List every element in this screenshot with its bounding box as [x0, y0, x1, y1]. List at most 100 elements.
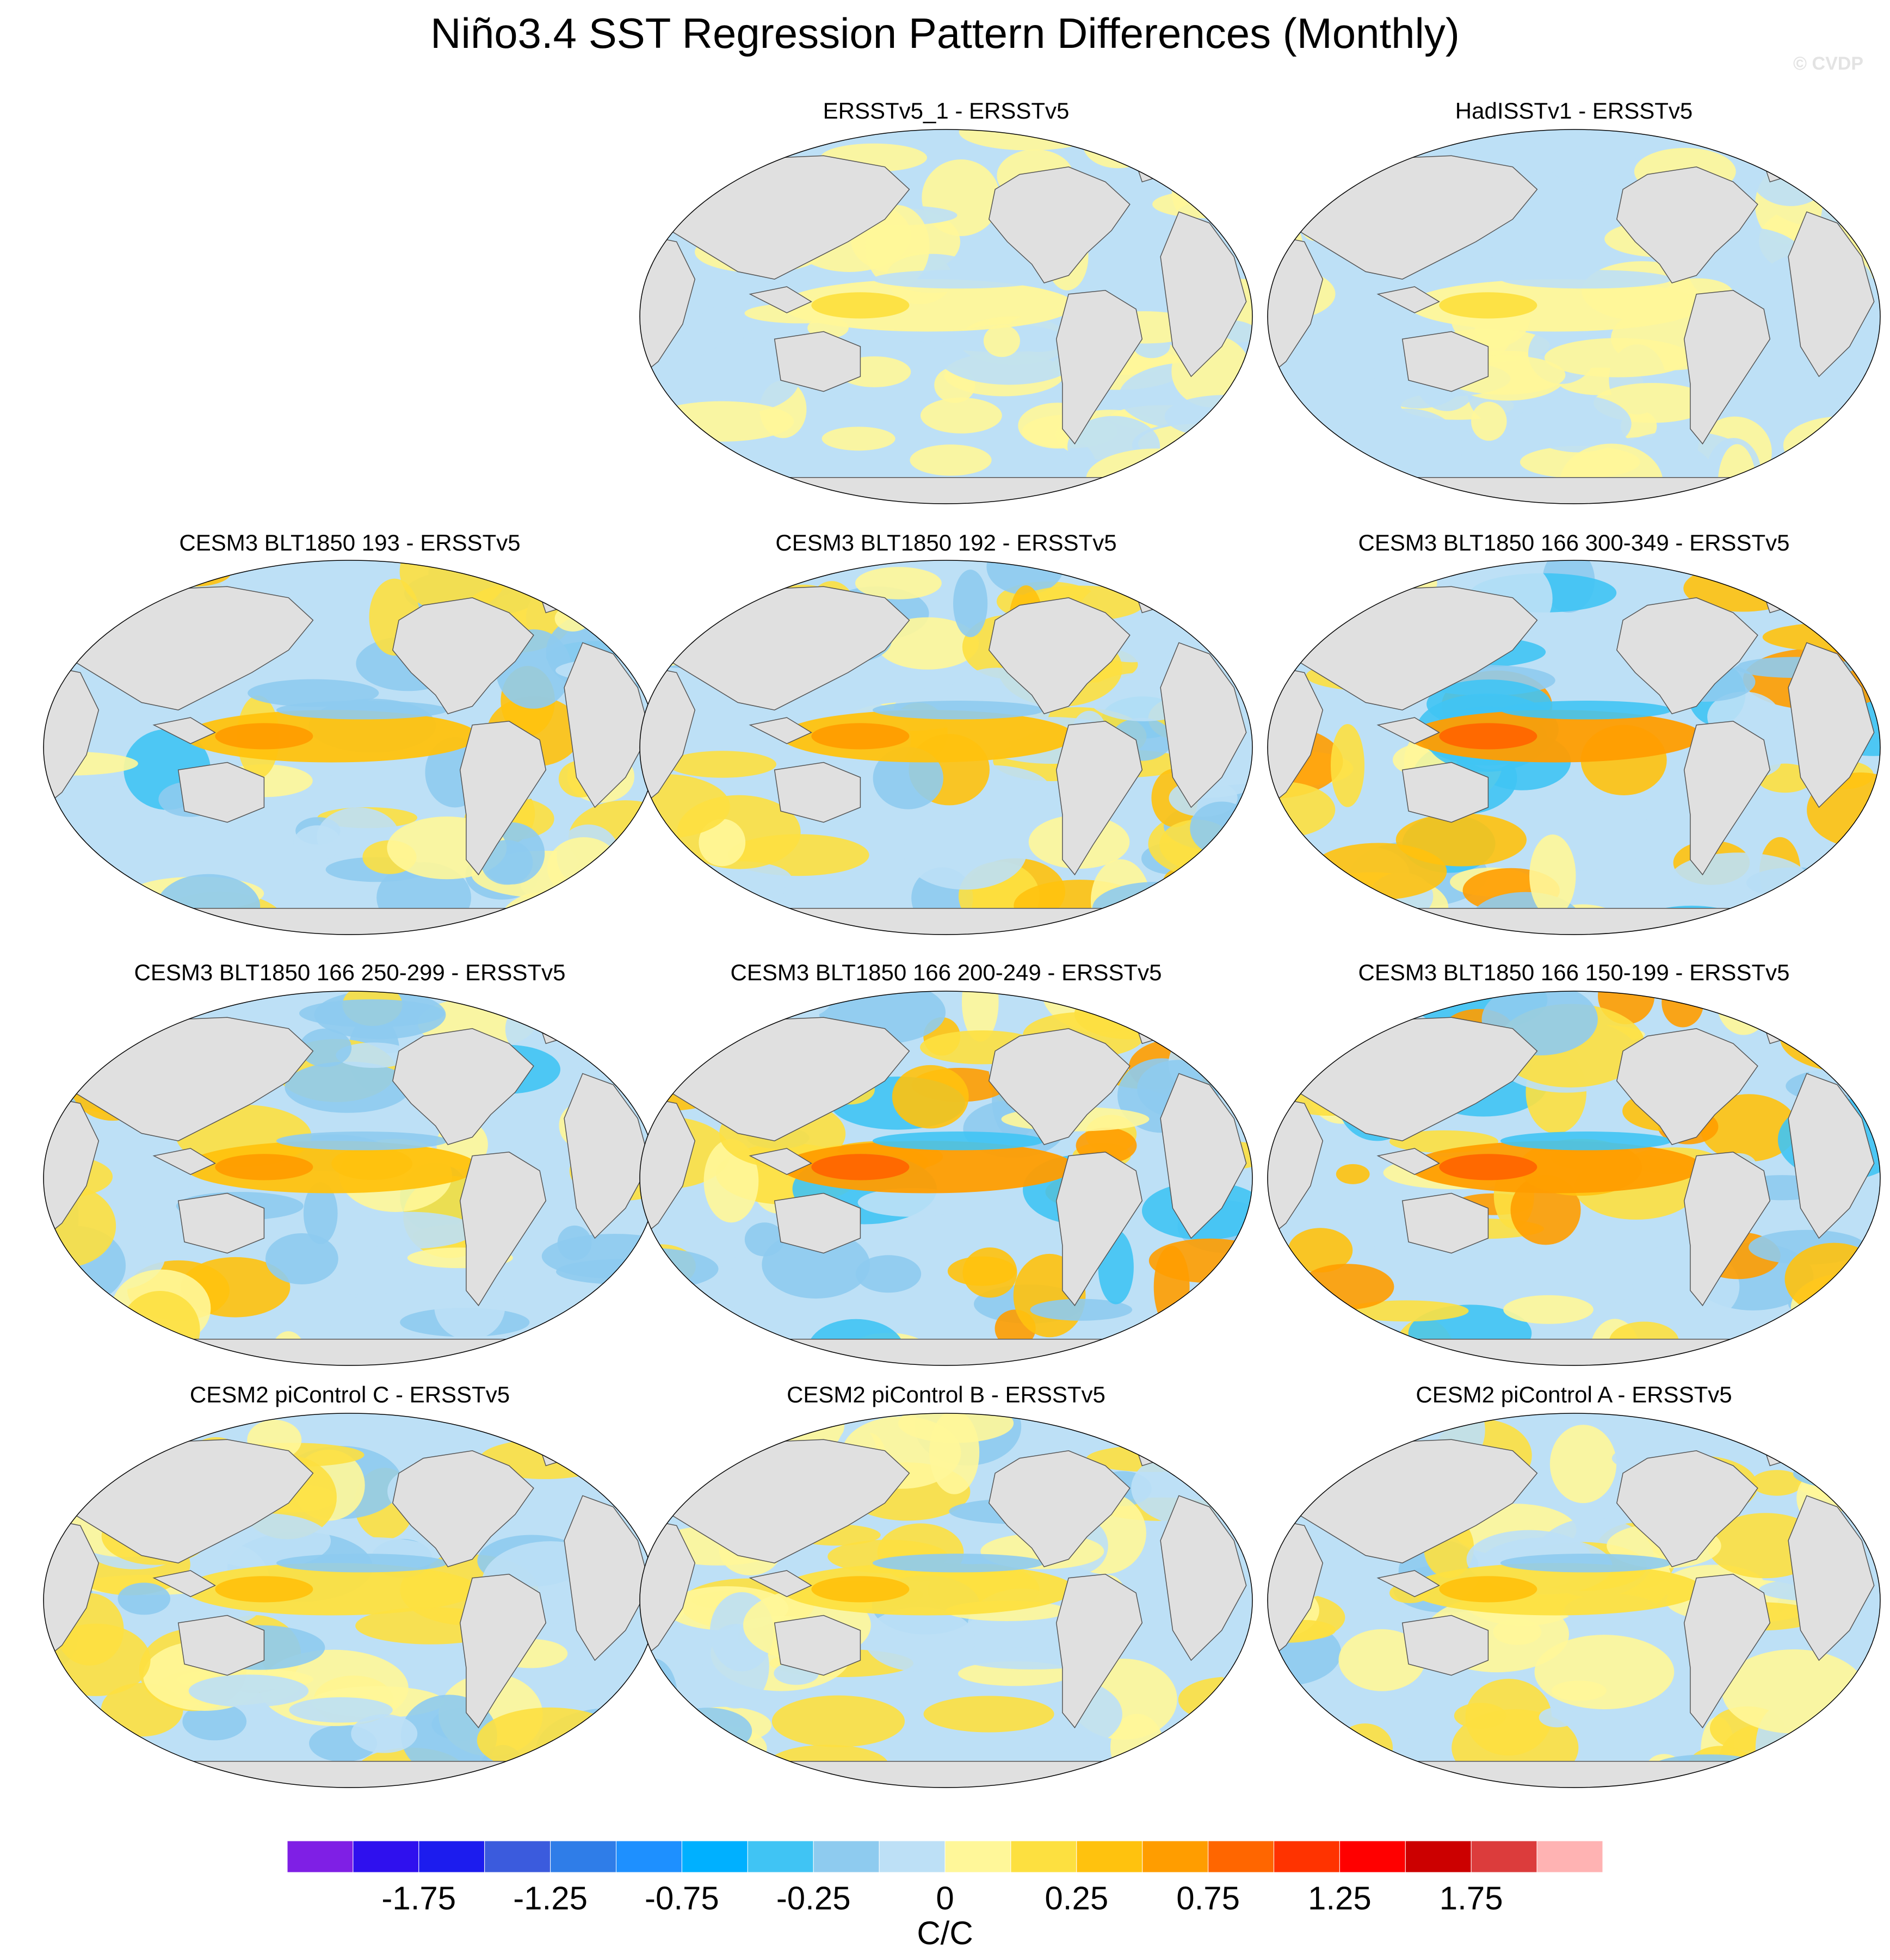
colorbar-swatch: [484, 1840, 551, 1873]
anomaly-patch: [53, 1009, 137, 1050]
anomaly-patch: [1471, 401, 1507, 441]
colorbar-swatch: [1339, 1840, 1406, 1873]
anomaly-patch: [1268, 1325, 1383, 1365]
anomaly-patch: [118, 1413, 222, 1432]
landmass: [392, 1028, 534, 1145]
anomaly-patch: [1350, 408, 1463, 488]
tropical-band: [780, 1141, 1075, 1194]
anomaly-patch: [46, 991, 90, 1024]
landmass: [44, 1339, 656, 1365]
colorbar-tick-label: 0.25: [1045, 1880, 1108, 1916]
landmass: [774, 1615, 861, 1676]
landmass: [774, 762, 861, 823]
anomaly-patch: [1534, 1635, 1675, 1710]
landmass: [44, 1517, 100, 1661]
landmass: [640, 1339, 1252, 1365]
landmass: [1160, 211, 1247, 378]
anomaly-patch: [299, 1028, 352, 1067]
anomaly-patch: [855, 567, 942, 599]
anomaly-patch: [920, 397, 1002, 434]
landmass: [988, 1450, 1131, 1567]
anomaly-patch: [1299, 1264, 1394, 1310]
anomaly-patch: [285, 1061, 411, 1113]
anomaly-patch: [1284, 991, 1368, 1016]
landmass: [988, 1028, 1131, 1145]
landmass: [749, 1570, 812, 1597]
landmass: [1376, 286, 1440, 313]
landmass: [1268, 233, 1324, 378]
anomaly-patch: [1268, 471, 1365, 504]
cvdp-watermark: © CVDP: [1793, 53, 1863, 74]
anomaly-patch: [1718, 444, 1757, 504]
colorbar-swatch: [813, 1840, 880, 1873]
landmass: [1401, 1615, 1489, 1676]
anomaly-patch: [336, 1042, 412, 1068]
tropical-band: [780, 279, 1075, 332]
map-outline: [1267, 1413, 1881, 1788]
landmass: [640, 1761, 1252, 1788]
western-pacific-core: [215, 1154, 313, 1180]
off-equator-negative: [1500, 701, 1672, 720]
anomaly-patch: [961, 991, 999, 1042]
landmass: [152, 717, 216, 744]
anomaly-patch: [157, 560, 231, 587]
anomaly-patch: [342, 1211, 475, 1249]
colorbar-swatch: [418, 1840, 485, 1873]
colorbar-swatch: [1208, 1840, 1275, 1873]
map-panel: [640, 991, 1252, 1365]
landmass: [640, 1095, 696, 1239]
off-equator-negative: [872, 270, 1045, 289]
anomaly-patch: [1268, 411, 1352, 476]
anomaly-patch: [1503, 1295, 1593, 1324]
anomaly-patch: [293, 825, 341, 861]
anomaly-patch: [1230, 455, 1252, 504]
anomaly-patch: [303, 1182, 338, 1245]
landmass: [44, 1095, 100, 1239]
colorbar: -1.75 -1.25 -0.75 -0.25 0 0.25 0.75 1.25 1.75 C/C: [287, 1840, 1603, 1951]
map-panel: [640, 1413, 1252, 1788]
landmass: [1788, 642, 1875, 808]
anomaly-patch: [1268, 608, 1318, 641]
landmass: [1268, 1339, 1880, 1365]
landmass: [177, 1192, 265, 1254]
anomaly-patch: [1178, 1677, 1252, 1723]
landmass: [392, 597, 534, 714]
anomaly-patch: [1268, 1736, 1389, 1788]
anomaly-patch: [1829, 1732, 1872, 1788]
anomaly-patch: [1156, 576, 1224, 624]
landmass: [640, 664, 696, 808]
anomaly-patch: [640, 1658, 677, 1733]
panel-title: CESM2 piControl C - ERSSTv5: [190, 1382, 510, 1407]
tropical-band: [780, 1563, 1075, 1616]
colorbar-swatch: [1076, 1840, 1143, 1873]
off-equator-negative: [872, 701, 1045, 720]
anomaly-patch: [1516, 172, 1584, 213]
anomaly-patch: [699, 819, 746, 867]
anomaly-patch: [806, 462, 848, 504]
landmass: [177, 1615, 265, 1676]
anomaly-patch: [865, 205, 930, 288]
anomaly-patch: [606, 869, 656, 896]
landmass: [1160, 642, 1247, 808]
anomaly-patch: [120, 1291, 200, 1365]
anomaly-patch: [351, 1714, 418, 1753]
landmass: [749, 286, 812, 313]
anomaly-patch: [666, 1439, 740, 1461]
off-equator-negative: [276, 701, 448, 720]
colorbar-swatch: [550, 1840, 616, 1873]
colorbar-swatch: [1142, 1840, 1209, 1873]
off-equator-negative: [1500, 270, 1672, 289]
anomaly-patch: [527, 1323, 649, 1365]
landmass: [1401, 1192, 1489, 1254]
anomaly-patch: [1153, 1245, 1190, 1328]
landmass: [1788, 211, 1875, 378]
landmass: [459, 721, 547, 876]
anomaly-patch: [640, 1424, 722, 1457]
western-pacific-core: [811, 1154, 910, 1180]
landmass: [1683, 1152, 1771, 1307]
anomaly-patch: [640, 1735, 706, 1788]
anomaly-patch: [771, 1695, 905, 1747]
panel-title: CESM3 BLT1850 166 200-249 - ERSSTv5: [731, 960, 1162, 985]
anomaly-patch: [65, 991, 193, 1012]
anomaly-patch: [44, 1184, 116, 1268]
